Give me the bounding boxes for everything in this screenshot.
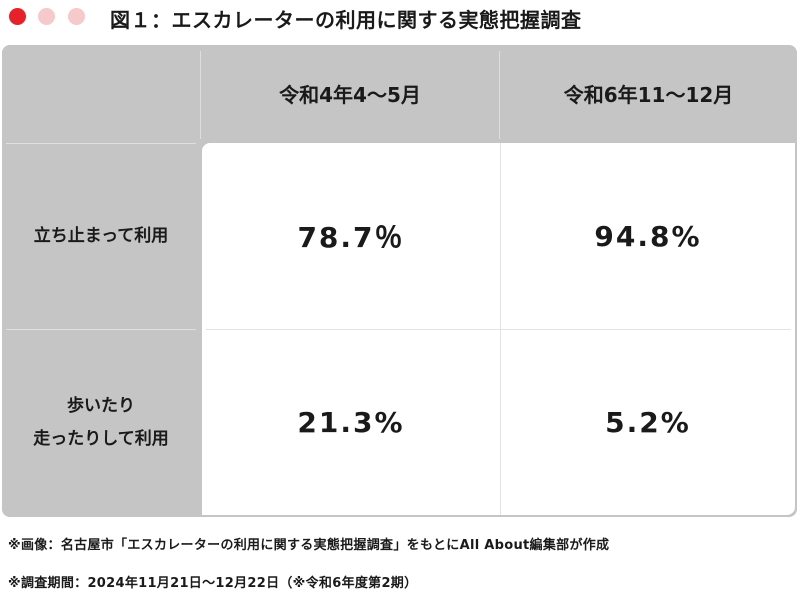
survey-period-note: ※調査期間：2024年11月21日～12月22日（※令和6年度第2期） <box>8 576 418 591</box>
row-divider <box>6 329 196 330</box>
row-divider <box>6 143 196 144</box>
header-divider <box>200 51 201 139</box>
table-header-row: 令和4年4～5月 令和6年11～12月 <box>2 45 797 141</box>
source-note: ※画像：名古屋市「エスカレーターの利用に関する実態把握調査」をもとにAll Ab… <box>8 538 610 553</box>
header-cell-r4: 令和4年4～5月 <box>279 82 421 107</box>
row-label-column: 立ち止まって利用 歩いたり 走ったりして利用 <box>2 141 200 517</box>
row-label-standing: 立ち止まって利用 <box>2 145 200 329</box>
row-label-line: 立ち止まって利用 <box>33 226 169 247</box>
window-title-bar: 図１：エスカレーターの利用に関する実態把握調査 <box>0 0 800 36</box>
header-cell-empty <box>2 45 200 141</box>
close-window-dot-icon[interactable] <box>9 8 26 25</box>
cell-standing-r6: 94.8% <box>594 219 702 253</box>
table-values-area: 78.7％ 94.8% 21.3% 5.2% <box>202 143 795 515</box>
header-divider <box>499 51 500 139</box>
cell-standing-r4: 78.7％ <box>297 221 405 254</box>
header-cell-r6: 令和6年11～12月 <box>563 82 734 107</box>
row-label-walking: 歩いたり 走ったりして利用 <box>2 331 200 515</box>
cell-walking-r6: 5.2% <box>605 406 691 439</box>
survey-table: 令和4年4～5月 令和6年11～12月 立ち止まって利用 歩いたり 走ったりして… <box>2 45 797 517</box>
minimize-window-dot-icon[interactable] <box>38 8 55 25</box>
row-label-line: 走ったりして利用 <box>33 429 169 449</box>
row-label-line: 歩いたり <box>67 395 135 416</box>
figure-title: 図１：エスカレーターの利用に関する実態把握調査 <box>110 8 582 32</box>
row-divider <box>206 329 791 330</box>
maximize-window-dot-icon[interactable] <box>68 8 85 25</box>
cell-walking-r4: 21.3% <box>297 406 405 439</box>
